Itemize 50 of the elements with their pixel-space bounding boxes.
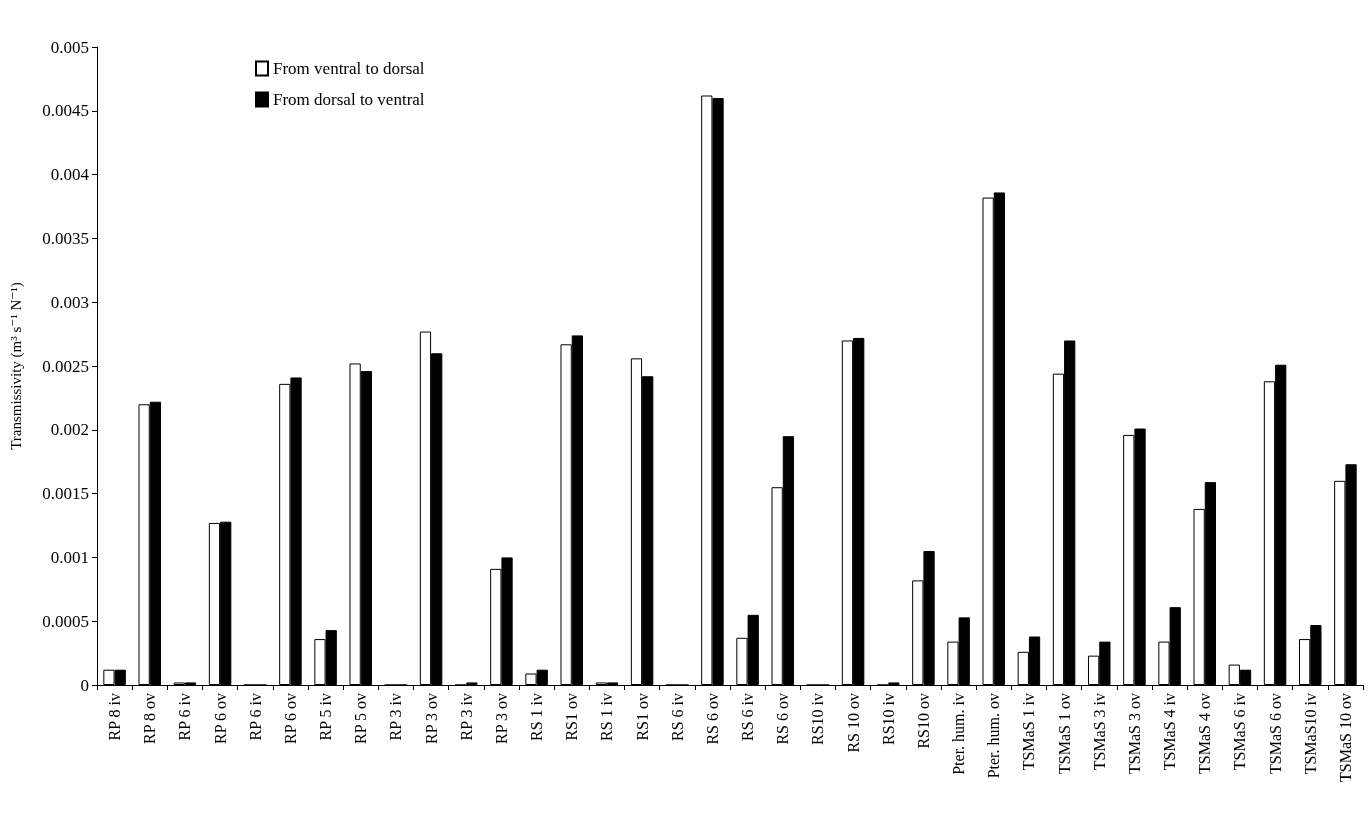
x-tick-label: RP 6 iv xyxy=(176,693,194,741)
y-tick-label: 0.002 xyxy=(50,420,89,440)
x-tick-label: RS 1 iv xyxy=(598,693,616,742)
x-tick-label: RS10 iv xyxy=(809,693,827,746)
x-tick-label: RS 10 ov xyxy=(844,693,862,753)
x-tick-label: RP 8 ov xyxy=(141,693,159,744)
y-tick-label: 0.001 xyxy=(50,547,89,567)
x-tick-label: TSMaS 4 iv xyxy=(1161,693,1179,771)
x-tick-label: RS10 ov xyxy=(914,693,932,749)
x-tick-label: TSMaS 6 iv xyxy=(1231,693,1249,771)
x-tick-label: TSMaS 3 ov xyxy=(1125,693,1143,774)
x-tick-label: RS 6 ov xyxy=(774,693,792,745)
x-tick-label: RS 1 iv xyxy=(528,693,546,742)
legend-label: From ventral to dorsal xyxy=(273,59,425,78)
x-tick-label: RP 6 ov xyxy=(281,693,299,744)
x-tick-label: RS 6 iv xyxy=(739,693,757,742)
x-tick-label: Pter. hum. ov xyxy=(985,693,1003,779)
x-tick-label: TSMaS 10 ov xyxy=(1336,693,1354,782)
y-tick-label: 0.0045 xyxy=(42,101,89,121)
x-tick-label: RP 6 ov xyxy=(211,693,229,744)
y-axis-title: Transmissivity (m³ s⁻¹ N⁻¹) xyxy=(7,282,25,450)
x-tick-label: RP 5 ov xyxy=(352,693,370,744)
x-tick-label: RP 3 ov xyxy=(492,693,510,744)
x-tick-label: TSMaS 6 ov xyxy=(1266,693,1284,774)
x-tick-label: RP 3 ov xyxy=(422,693,440,744)
y-tick-label: 0.0035 xyxy=(42,228,89,248)
x-tick-label: TSMaS 1 ov xyxy=(1055,693,1073,774)
legend-label: From dorsal to ventral xyxy=(273,90,425,109)
x-tick-label: RP 3 iv xyxy=(387,693,405,741)
x-tick-label: RS 6 iv xyxy=(668,693,686,742)
x-tick-label: RP 3 iv xyxy=(457,693,475,741)
y-tick-label: 0 xyxy=(80,675,89,695)
x-tick-label: RP 8 iv xyxy=(106,693,124,741)
x-tick-label: RS10 iv xyxy=(879,693,897,746)
x-tick-label: RS1 ov xyxy=(633,693,651,741)
y-tick-label: 0.0015 xyxy=(42,484,89,504)
x-tick-label: TSMaS10 iv xyxy=(1301,693,1319,775)
x-tick-label: TSMaS 1 iv xyxy=(1020,693,1038,771)
y-tick-label: 0.0005 xyxy=(42,611,89,631)
y-tick-label: 0.005 xyxy=(50,37,89,57)
x-tick-label: RS1 ov xyxy=(563,693,581,741)
x-tick-label: Pter. hum. iv xyxy=(950,693,968,775)
x-tick-label: RP 5 iv xyxy=(317,693,335,741)
y-tick-label: 0.0025 xyxy=(42,356,89,376)
x-tick-label: RP 6 iv xyxy=(246,693,264,741)
y-tick-label: 0.003 xyxy=(50,292,89,312)
y-tick-label: 0.004 xyxy=(50,165,90,185)
x-tick-label: TSMaS 3 iv xyxy=(1090,693,1108,771)
x-tick-label: TSMaS 4 ov xyxy=(1196,693,1214,774)
x-tick-label: RS 6 ov xyxy=(703,693,721,745)
